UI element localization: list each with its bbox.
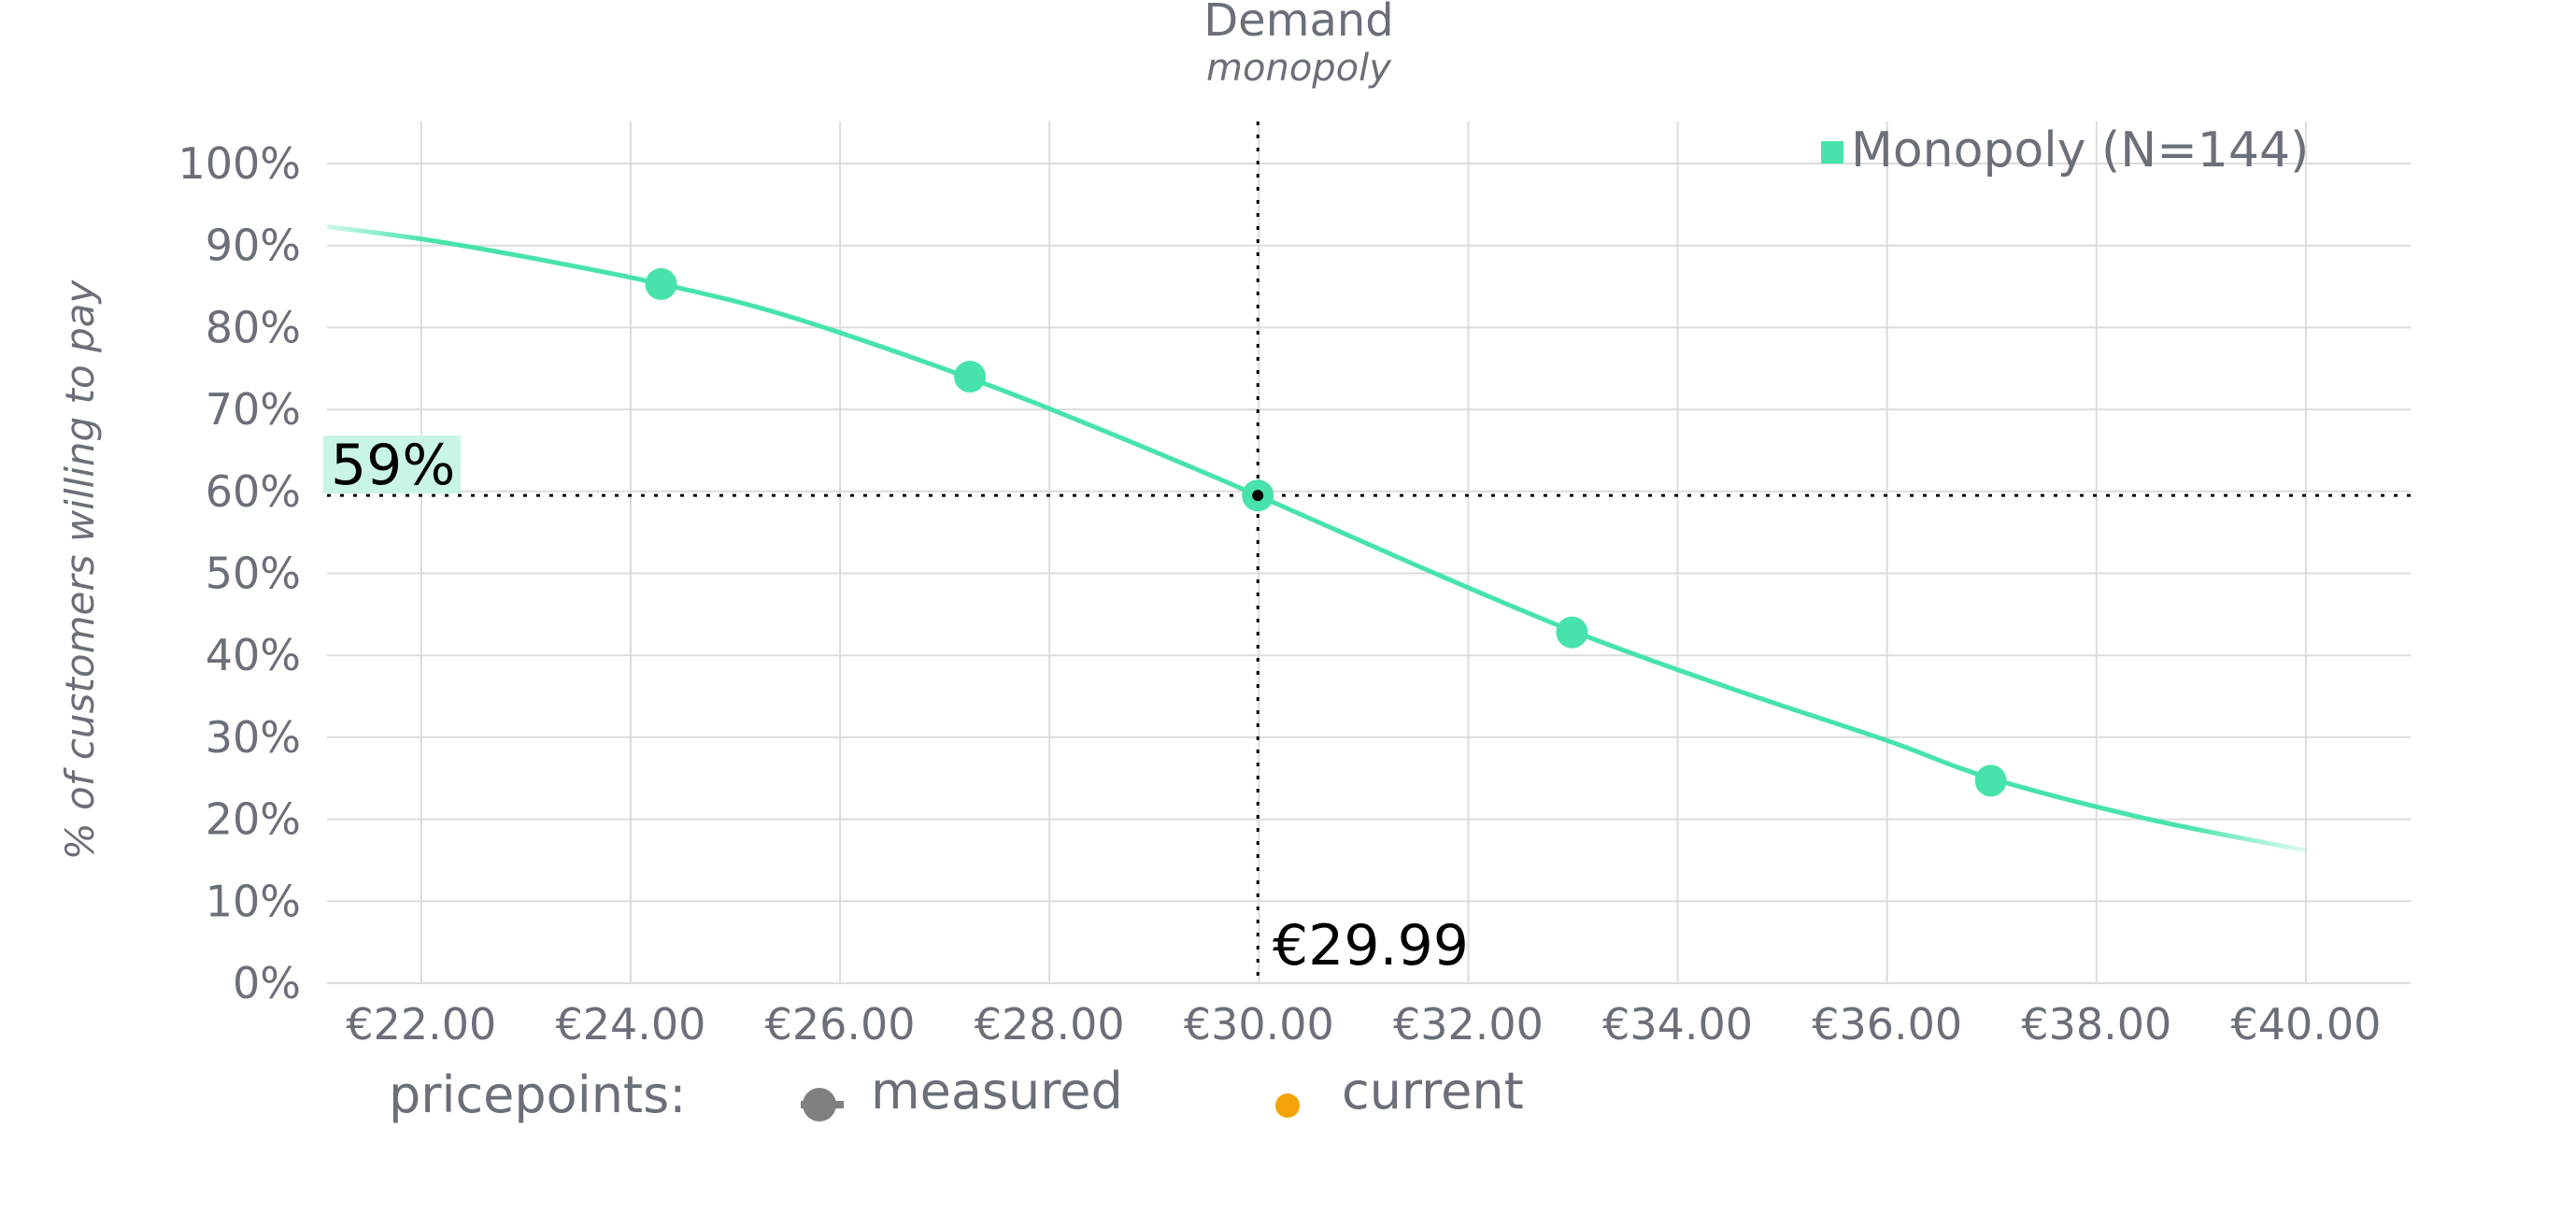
y-tick-label: 70% (206, 384, 301, 435)
y-tick-label: 50% (206, 549, 301, 599)
y-tick-label: 40% (206, 630, 301, 680)
measured-point[interactable] (1974, 764, 2007, 797)
pricepoints-measured-label: measured (871, 1062, 1123, 1121)
measured-marker-icon (801, 1088, 844, 1121)
axis-ticks: 0% 10% 20% 30% 40% 50% 60% 70% 80% 90% 100% €22.00 €… (178, 138, 2381, 1050)
y-tick-label: 30% (206, 712, 301, 763)
demand-curve (326, 224, 2307, 853)
x-tick-label: €34.00 (1602, 999, 1753, 1050)
y-tick-label: 10% (206, 876, 301, 926)
x-tick-label: €28.00 (975, 999, 1125, 1050)
y-tick-label: 0% (233, 958, 301, 1008)
x-tick-label: €32.00 (1393, 999, 1544, 1050)
measured-point[interactable] (954, 361, 987, 393)
pricepoints-label: pricepoints: (389, 1065, 686, 1124)
x-tick-label: €22.00 (346, 999, 496, 1050)
measured-point[interactable] (1556, 616, 1588, 649)
x-tick-label: €36.00 (1812, 999, 1962, 1050)
y-tick-label: 60% (206, 466, 301, 517)
current-marker-icon (1275, 1093, 1300, 1118)
y-tick-label: 80% (206, 302, 301, 352)
pricepoints-current-label: current (1342, 1062, 1524, 1121)
selected-price-label: €29.99 (1273, 913, 1469, 978)
measured-points-layer (645, 267, 2007, 797)
demand-curve-layer (326, 224, 2307, 853)
chart-title: Demand (1203, 0, 1394, 47)
y-tick-label: 20% (206, 794, 301, 845)
y-tick-label: 100% (178, 138, 301, 189)
x-tick-label: €24.00 (555, 999, 705, 1050)
legend-swatch[interactable] (1821, 141, 1843, 164)
x-tick-label: €30.00 (1184, 999, 1334, 1050)
legend-entry-monopoly[interactable]: Monopoly (N=144) (1851, 122, 2309, 179)
chart-subtitle: monopoly (1206, 47, 1392, 90)
y-tick-label: 90% (206, 221, 301, 271)
selected-percent-label: 59% (331, 433, 455, 498)
guide-lines (327, 121, 2411, 983)
measured-point[interactable] (645, 267, 677, 300)
y-axis-label: % of customers willing to pay (57, 279, 103, 861)
selected-point-marker (1252, 490, 1264, 502)
x-tick-label: €38.00 (2021, 999, 2171, 1050)
chart-grid (327, 121, 2411, 984)
selected-percent-highlight (323, 436, 461, 493)
x-tick-label: €26.00 (765, 999, 916, 1050)
x-tick-label: €40.00 (2230, 999, 2381, 1050)
